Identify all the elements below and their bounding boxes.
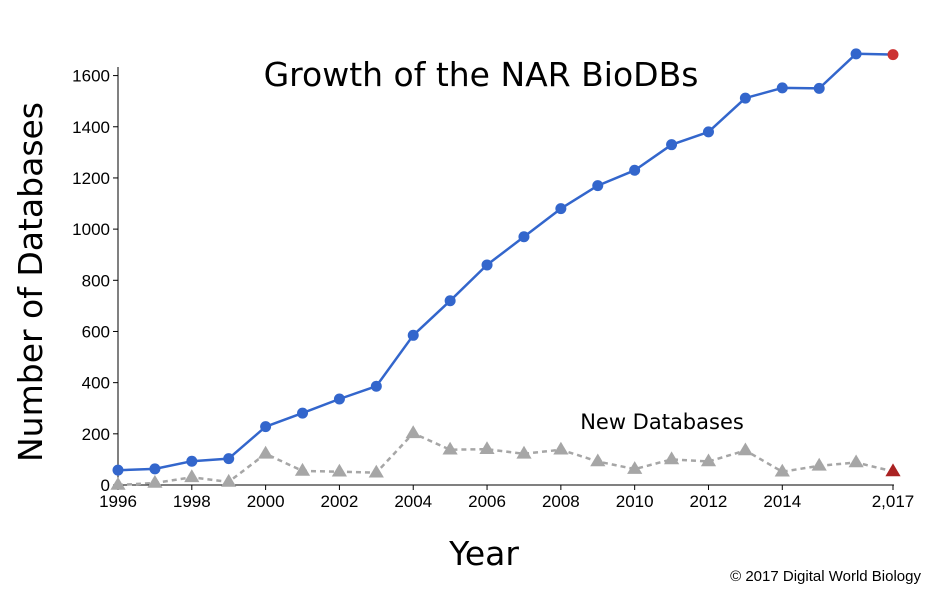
data-point-total (887, 49, 899, 61)
data-point-new (811, 457, 827, 471)
data-point-total (850, 48, 862, 60)
data-point-new (368, 464, 384, 478)
data-point-new (221, 473, 237, 487)
copyright-credit: © 2017 Digital World Biology (730, 568, 921, 585)
x-tick-label: 1996 (99, 492, 137, 511)
data-point-total (813, 82, 825, 94)
data-point-new (700, 453, 717, 467)
x-tick-label: 1998 (173, 492, 211, 511)
x-axis-label: Year (448, 534, 519, 573)
data-point-total (112, 464, 124, 476)
new-databases-annotation: New Databases (580, 410, 744, 434)
data-point-total (149, 463, 161, 475)
y-tick-label: 1200 (72, 169, 110, 188)
data-point-new (331, 463, 347, 477)
x-tick-label: 2000 (247, 492, 285, 511)
x-tick-label: 2012 (690, 492, 728, 511)
y-tick-label: 600 (82, 322, 110, 341)
x-tick-label: 2002 (321, 492, 359, 511)
data-point-new (405, 425, 421, 439)
data-point-total (444, 295, 456, 307)
data-point-new (553, 441, 569, 455)
x-axis-ticks: 1996 1998 2000 2002 2004 2006 2008 2010 2012 2014… (99, 485, 914, 511)
y-axis-label: Number of Databases (11, 102, 50, 462)
chart-title: Growth of the NAR BioDBs (264, 55, 699, 94)
data-point-new (664, 451, 680, 465)
data-point-total (481, 259, 493, 271)
data-point-total (297, 407, 309, 419)
data-point-new (258, 445, 274, 459)
x-tick-label: 2008 (542, 492, 580, 511)
data-point-new (110, 477, 126, 490)
y-tick-label: 400 (82, 374, 110, 393)
data-point-new (184, 469, 200, 483)
data-point-total (629, 164, 641, 176)
data-point-total (702, 126, 714, 138)
data-point-total (333, 393, 345, 405)
y-tick-label: 200 (82, 425, 110, 444)
data-point-total (518, 231, 530, 243)
data-point-total (592, 180, 604, 192)
x-tick-label: 2004 (394, 492, 432, 511)
data-point-new (627, 461, 643, 474)
data-point-new (848, 454, 864, 468)
data-point-total (186, 455, 198, 467)
data-point-total (739, 92, 751, 104)
data-point-new (516, 445, 532, 459)
y-tick-label: 1400 (72, 118, 110, 137)
y-tick-label: 0 (101, 476, 110, 495)
y-tick-label: 1000 (72, 220, 110, 239)
data-point-total (223, 453, 235, 465)
data-point-new (442, 441, 458, 455)
data-point-new (737, 442, 753, 456)
data-point-total (407, 329, 419, 341)
data-point-new (774, 463, 790, 477)
data-point-new (294, 462, 311, 476)
data-point-total (666, 139, 678, 151)
data-point-new (590, 453, 606, 467)
data-point-total (370, 380, 382, 392)
y-tick-label: 1600 (72, 67, 110, 86)
series-layer (110, 48, 901, 490)
data-point-total (555, 203, 567, 215)
data-point-total (260, 421, 272, 433)
x-tick-label: 2014 (763, 492, 801, 511)
data-point-new (479, 441, 495, 454)
y-axis-ticks: 0 200 400 600 800 1000 1200 1400 1600 (72, 67, 118, 495)
data-point-new (147, 475, 163, 488)
x-tick-label: 2010 (616, 492, 654, 511)
series-line-1 (117, 432, 894, 487)
series-line-0 (117, 52, 894, 472)
data-point-total (776, 82, 788, 94)
x-tick-label: 2,017 (872, 492, 915, 511)
x-tick-label: 2006 (468, 492, 506, 511)
data-point-new (885, 463, 901, 477)
y-tick-label: 800 (82, 271, 110, 290)
